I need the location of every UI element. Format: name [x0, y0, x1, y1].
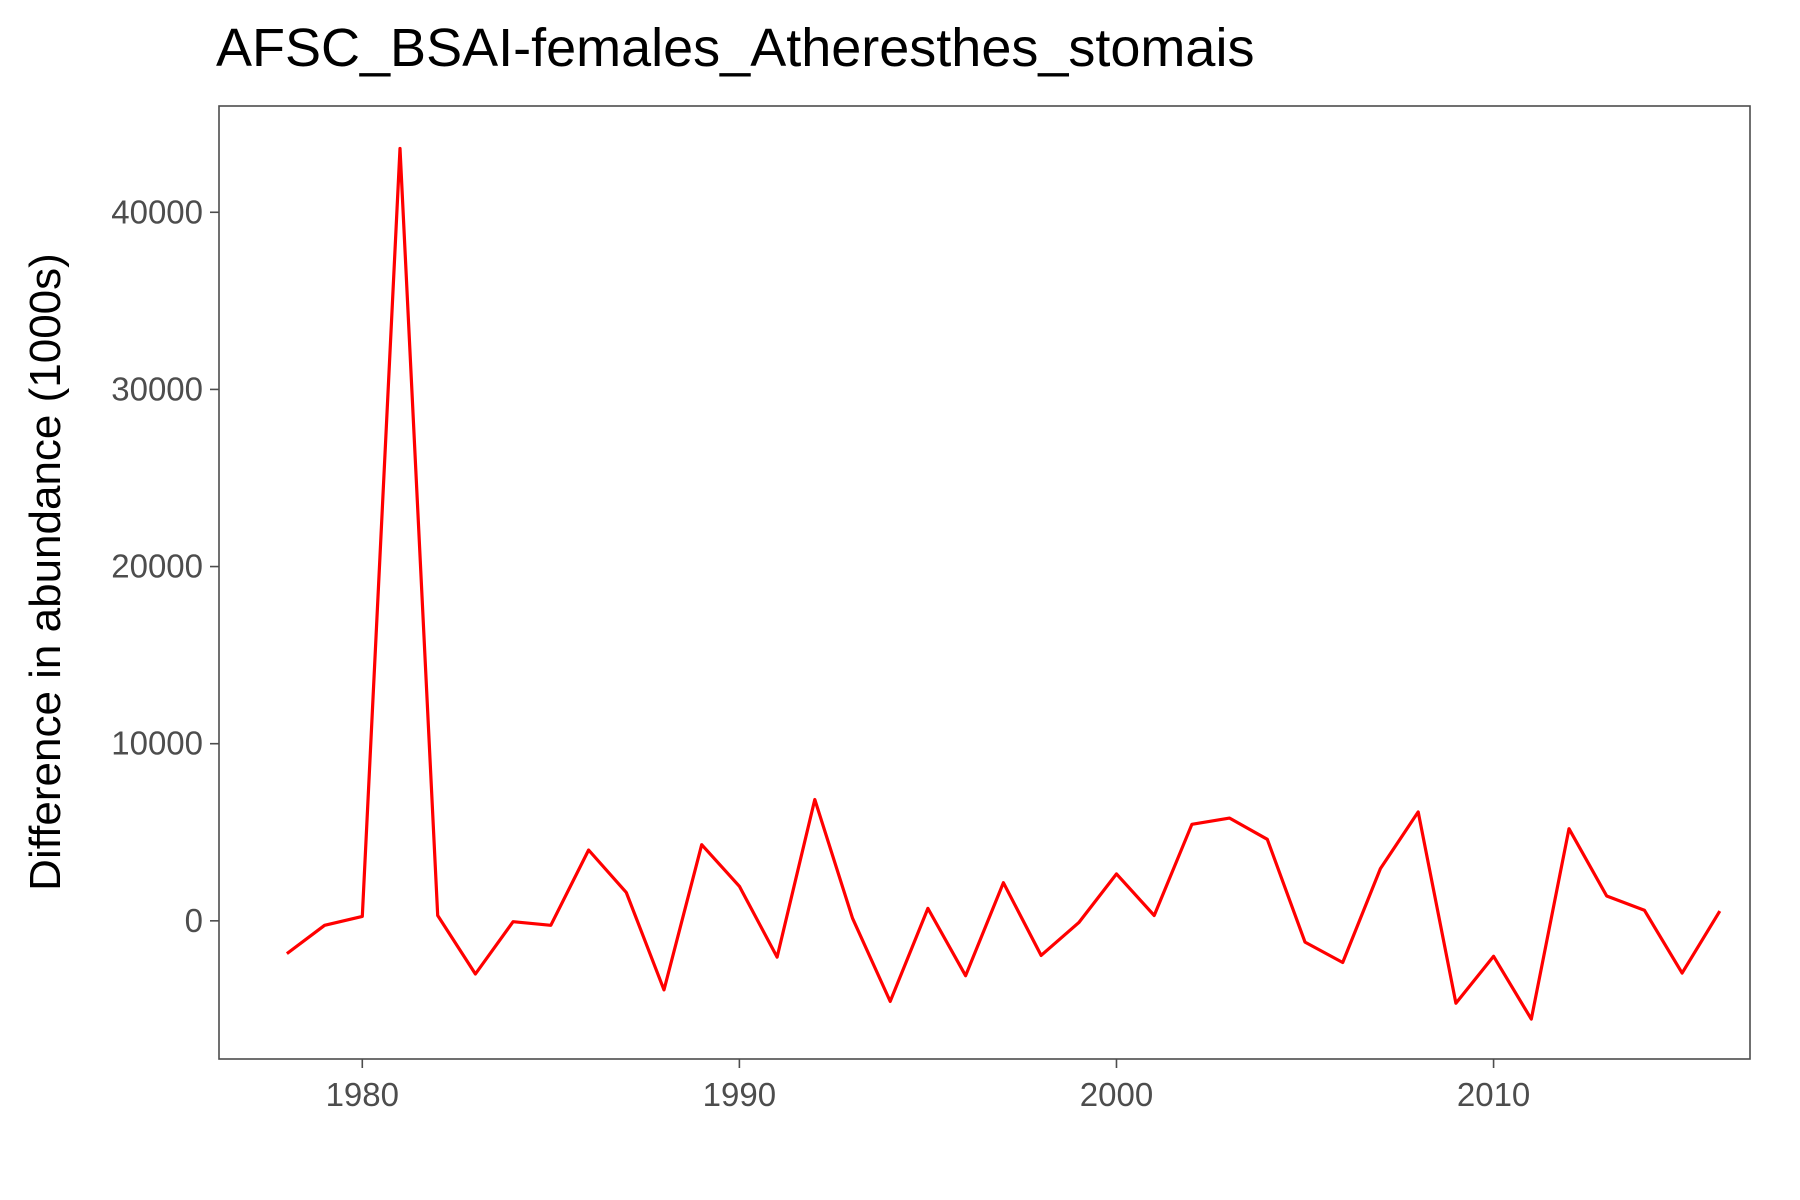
- x-axis: 1980 1990 2000 2010: [326, 1059, 1530, 1113]
- y-axis-title: Difference in abundance (1000s): [21, 253, 70, 891]
- y-tick-label: 40000: [111, 193, 203, 230]
- chart-title: AFSC_BSAI-females_Atheresthes_stomais: [216, 18, 1254, 78]
- y-tick-label: 0: [185, 902, 203, 939]
- y-tick-label: 10000: [111, 725, 203, 762]
- y-axis: 0 10000 20000 30000 40000: [111, 193, 219, 939]
- x-tick-label: 2010: [1457, 1076, 1530, 1113]
- x-tick-label: 1990: [703, 1076, 776, 1113]
- y-tick-label: 20000: [111, 548, 203, 585]
- y-tick-label: 30000: [111, 370, 203, 407]
- x-tick-label: 1980: [326, 1076, 399, 1113]
- plot-panel: [218, 105, 1751, 1060]
- x-tick-label: 2000: [1080, 1076, 1153, 1113]
- series-layer: [285, 146, 1722, 1021]
- series-line-0: [285, 146, 1722, 1021]
